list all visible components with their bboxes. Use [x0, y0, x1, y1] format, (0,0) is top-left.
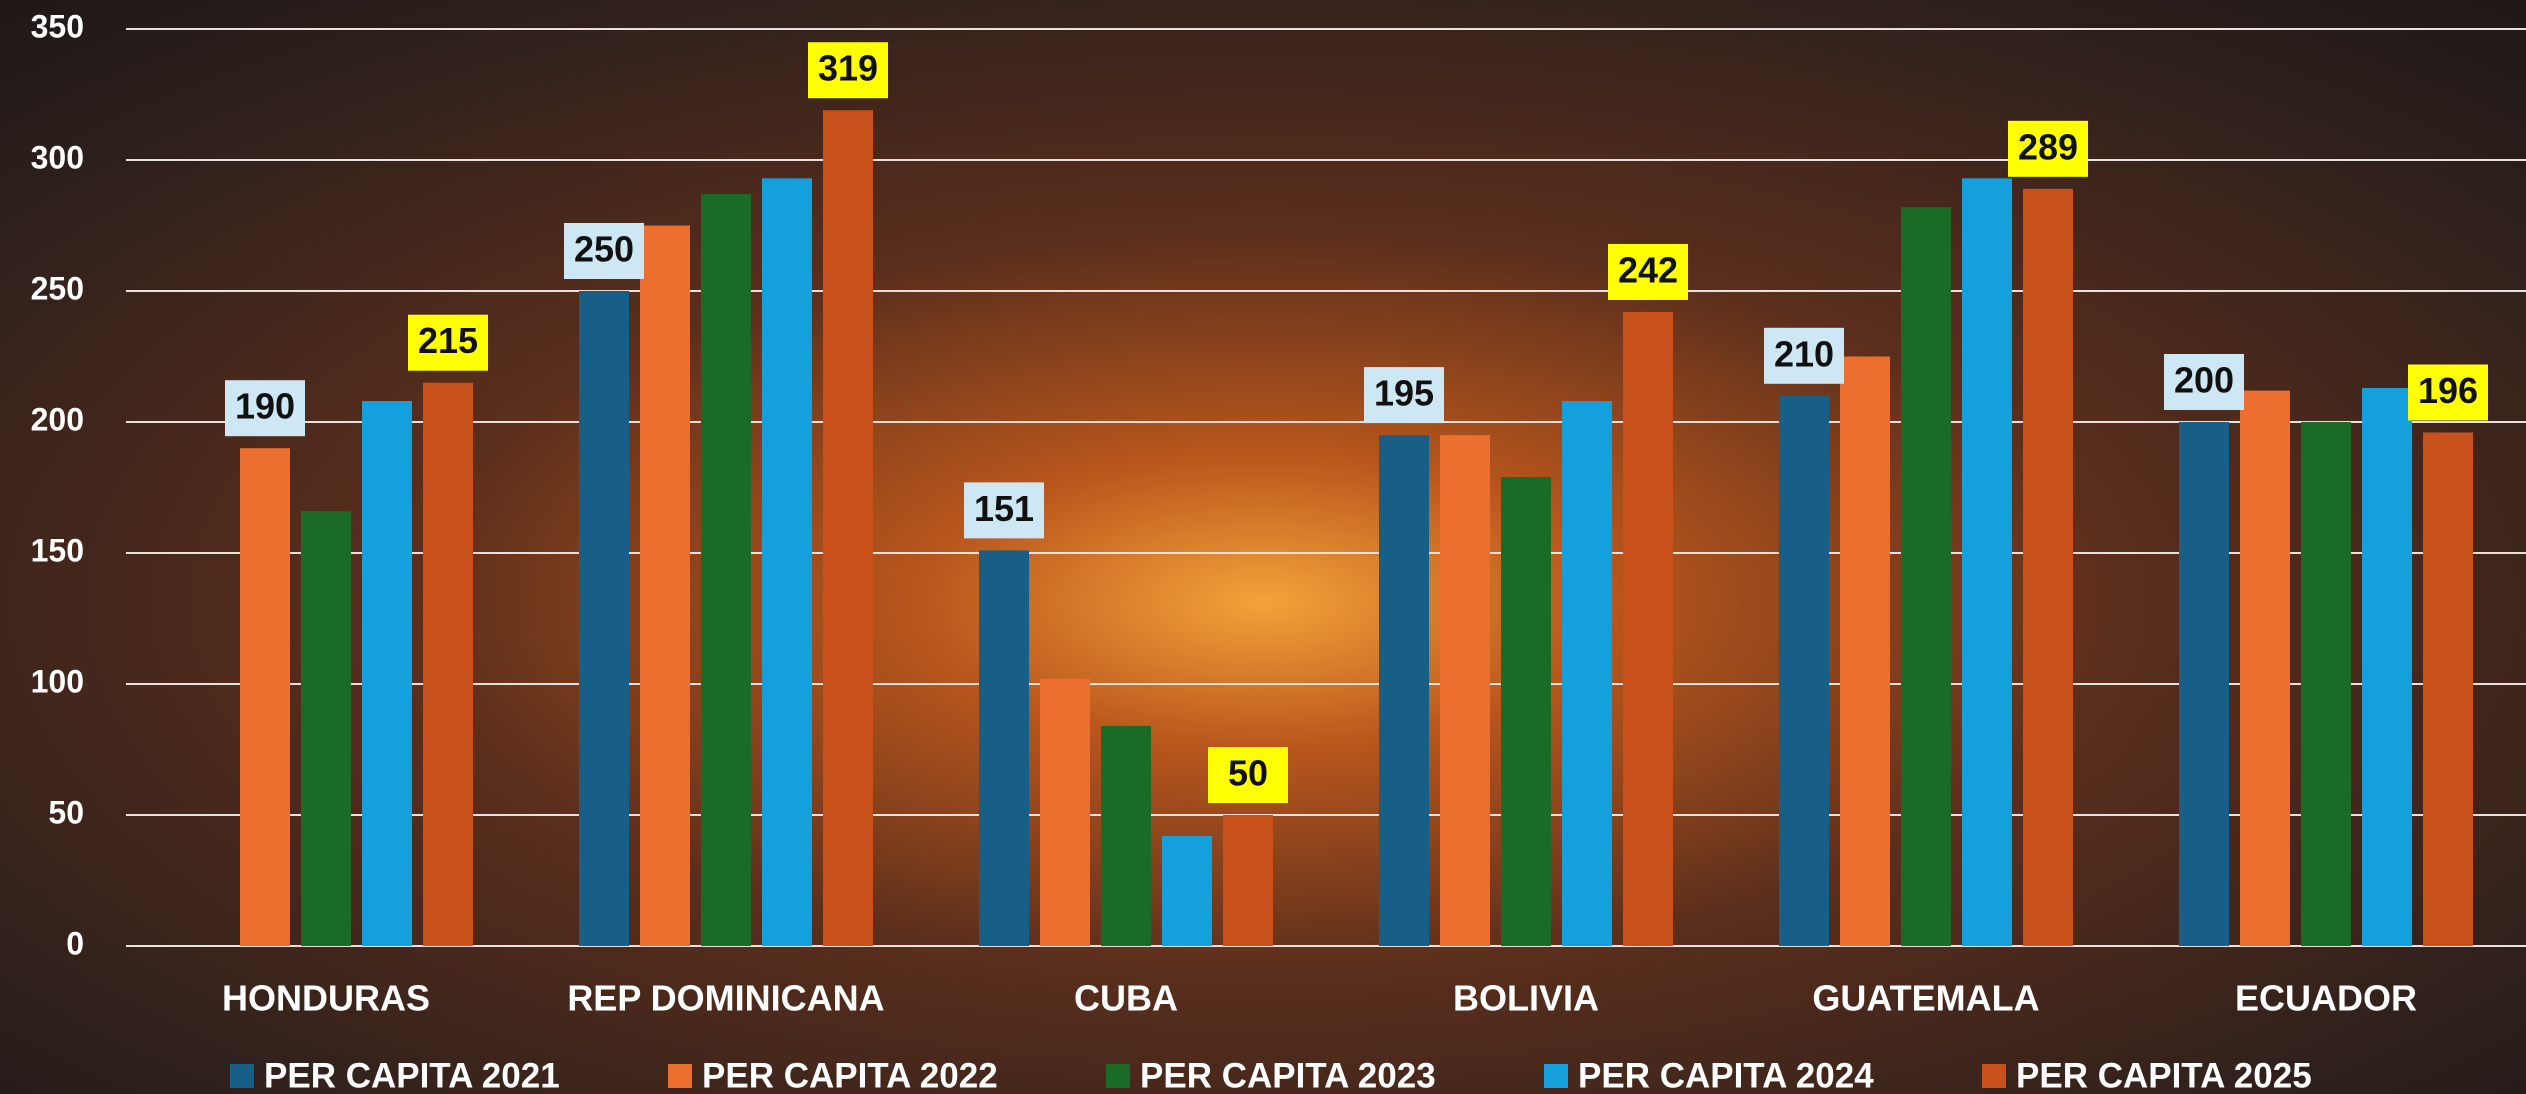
bar — [2423, 432, 2473, 946]
y-tick-label: 250 — [31, 270, 84, 306]
x-tick-label: REP DOMINICANA — [567, 978, 884, 1019]
bar — [2301, 422, 2351, 946]
value-label: 151 — [974, 488, 1034, 529]
bar — [2240, 391, 2290, 946]
bar — [1840, 357, 1890, 947]
value-label: 242 — [1618, 249, 1678, 290]
x-tick-label: HONDURAS — [222, 978, 430, 1019]
value-label: 210 — [1774, 333, 1834, 374]
legend-swatch — [230, 1064, 254, 1088]
bar — [1623, 312, 1673, 946]
value-label: 289 — [2018, 126, 2078, 167]
legend-label: PER CAPITA 2023 — [1140, 1056, 1436, 1094]
legend-label: PER CAPITA 2021 — [264, 1056, 560, 1094]
legend-label: PER CAPITA 2022 — [702, 1056, 998, 1094]
legend-swatch — [1106, 1064, 1130, 1088]
x-tick-label: ECUADOR — [2235, 978, 2417, 1019]
x-tick-label: BOLIVIA — [1453, 978, 1599, 1019]
value-label: 250 — [574, 229, 634, 270]
bar — [1962, 178, 2012, 946]
bar — [1779, 396, 1829, 946]
bar — [579, 291, 629, 946]
bar — [1101, 726, 1151, 946]
y-tick-label: 100 — [31, 663, 84, 699]
bar — [1562, 401, 1612, 946]
bar — [762, 178, 812, 946]
value-label: 200 — [2174, 360, 2234, 401]
y-tick-label: 50 — [48, 794, 84, 830]
value-label: 215 — [418, 320, 478, 361]
value-label: 50 — [1228, 753, 1268, 794]
legend-swatch — [668, 1064, 692, 1088]
y-tick-label: 150 — [31, 532, 84, 568]
value-label: 319 — [818, 48, 878, 89]
value-label: 190 — [235, 386, 295, 427]
bar — [301, 511, 351, 946]
x-tick-label: CUBA — [1074, 978, 1178, 1019]
bar — [2362, 388, 2412, 946]
bar — [1040, 679, 1090, 946]
legend-swatch — [1982, 1064, 2006, 1088]
legend-swatch — [1544, 1064, 1568, 1088]
bar — [1223, 815, 1273, 946]
value-label: 196 — [2418, 370, 2478, 411]
bar — [823, 110, 873, 946]
legend-label: PER CAPITA 2025 — [2016, 1056, 2312, 1094]
y-tick-label: 350 — [31, 8, 84, 44]
bar — [240, 448, 290, 946]
y-tick-label: 300 — [31, 139, 84, 175]
bar — [1440, 435, 1490, 946]
x-tick-label: GUATEMALA — [1812, 978, 2039, 1019]
bar — [362, 401, 412, 946]
bar — [1379, 435, 1429, 946]
bar — [423, 383, 473, 946]
bar — [640, 226, 690, 947]
value-label: 195 — [1374, 373, 1434, 414]
bar — [1901, 207, 1951, 946]
chart: 0 50 100 150 200 250 300 350 HONDURAS REP DOMINIC… — [0, 0, 2526, 1094]
bar — [979, 550, 1029, 946]
bar — [701, 194, 751, 946]
bar — [1162, 836, 1212, 946]
y-tick-label: 200 — [31, 401, 84, 437]
bar — [2179, 422, 2229, 946]
legend-label: PER CAPITA 2024 — [1578, 1056, 1874, 1094]
y-tick-label: 0 — [66, 925, 84, 961]
bar — [1501, 477, 1551, 946]
bar — [2023, 189, 2073, 946]
